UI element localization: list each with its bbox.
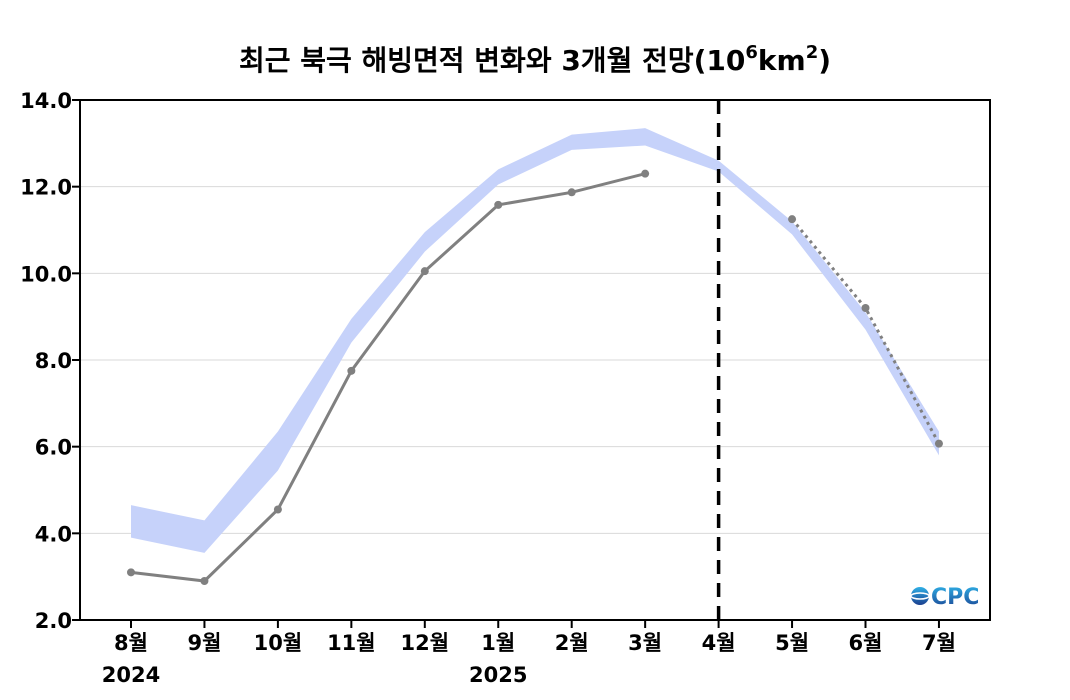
x-tick-label: 6월 [849, 631, 883, 655]
chart-title-sup2: 2 [806, 42, 819, 63]
chart-title-end: ) [818, 44, 831, 77]
forecast-line [790, 218, 941, 445]
y-tick-label: 10.0 [20, 262, 72, 286]
y-axis: 2.0 4.0 6.0 8.0 10.0 12.0 14.0 [20, 89, 80, 633]
observed-point [567, 188, 576, 197]
x-tick-label: 12월 [401, 631, 450, 655]
observed-point [420, 267, 429, 276]
globe-icon [911, 587, 929, 605]
chart-title-sup1: 6 [745, 42, 758, 63]
chart-title-main: 최근 북극 해빙면적 변화와 3개월 전망(10 [239, 44, 745, 77]
observed-point [127, 568, 135, 577]
observed-line [130, 172, 646, 583]
x-tick-label: 10월 [254, 631, 303, 655]
observed-point [494, 200, 503, 209]
x-tick-label: 4월 [702, 631, 736, 655]
y-tick-label: 6.0 [35, 436, 72, 460]
y-tick-label: 8.0 [35, 349, 72, 373]
x-tick-label: 5월 [775, 631, 809, 655]
observed-point [200, 577, 209, 585]
x-tick-label: 11월 [327, 631, 376, 655]
x-year-label: 2025 [469, 663, 527, 687]
chart-title-mid: km [758, 44, 806, 77]
forecast-point [861, 304, 870, 312]
observed-point [273, 505, 282, 514]
forecast-point [934, 439, 943, 448]
x-tick-label: 2월 [555, 631, 589, 655]
cpc-logo: CPC [910, 585, 979, 610]
x-year-label: 2024 [102, 663, 160, 687]
x-axis: 8월 9월 10월 11월 12월 1월 2월 3월 4월 5월 6월 7월 2024 2025 [102, 620, 956, 687]
x-tick-label: 9월 [187, 631, 221, 655]
range-band [131, 128, 939, 553]
chart-title: 최근 북극 해빙면적 변화와 3개월 전망(106km2) [239, 42, 831, 77]
x-tick-label: 7월 [922, 631, 956, 655]
globe-icon-band [910, 592, 930, 600]
x-tick-label: 3월 [628, 631, 662, 655]
observed-point [347, 366, 356, 375]
grid-lines [80, 186, 990, 534]
series-layer [127, 169, 943, 585]
forecast-point [788, 215, 797, 224]
y-tick-label: 14.0 [20, 89, 72, 113]
logo-text: CPC [931, 585, 979, 610]
y-tick-label: 4.0 [35, 522, 72, 546]
x-tick-label: 1월 [481, 631, 515, 655]
x-tick-label: 8월 [114, 631, 148, 655]
y-tick-label: 12.0 [20, 176, 72, 200]
observed-point [641, 169, 650, 178]
y-tick-label: 2.0 [35, 609, 72, 633]
range-band-layer [131, 128, 939, 553]
